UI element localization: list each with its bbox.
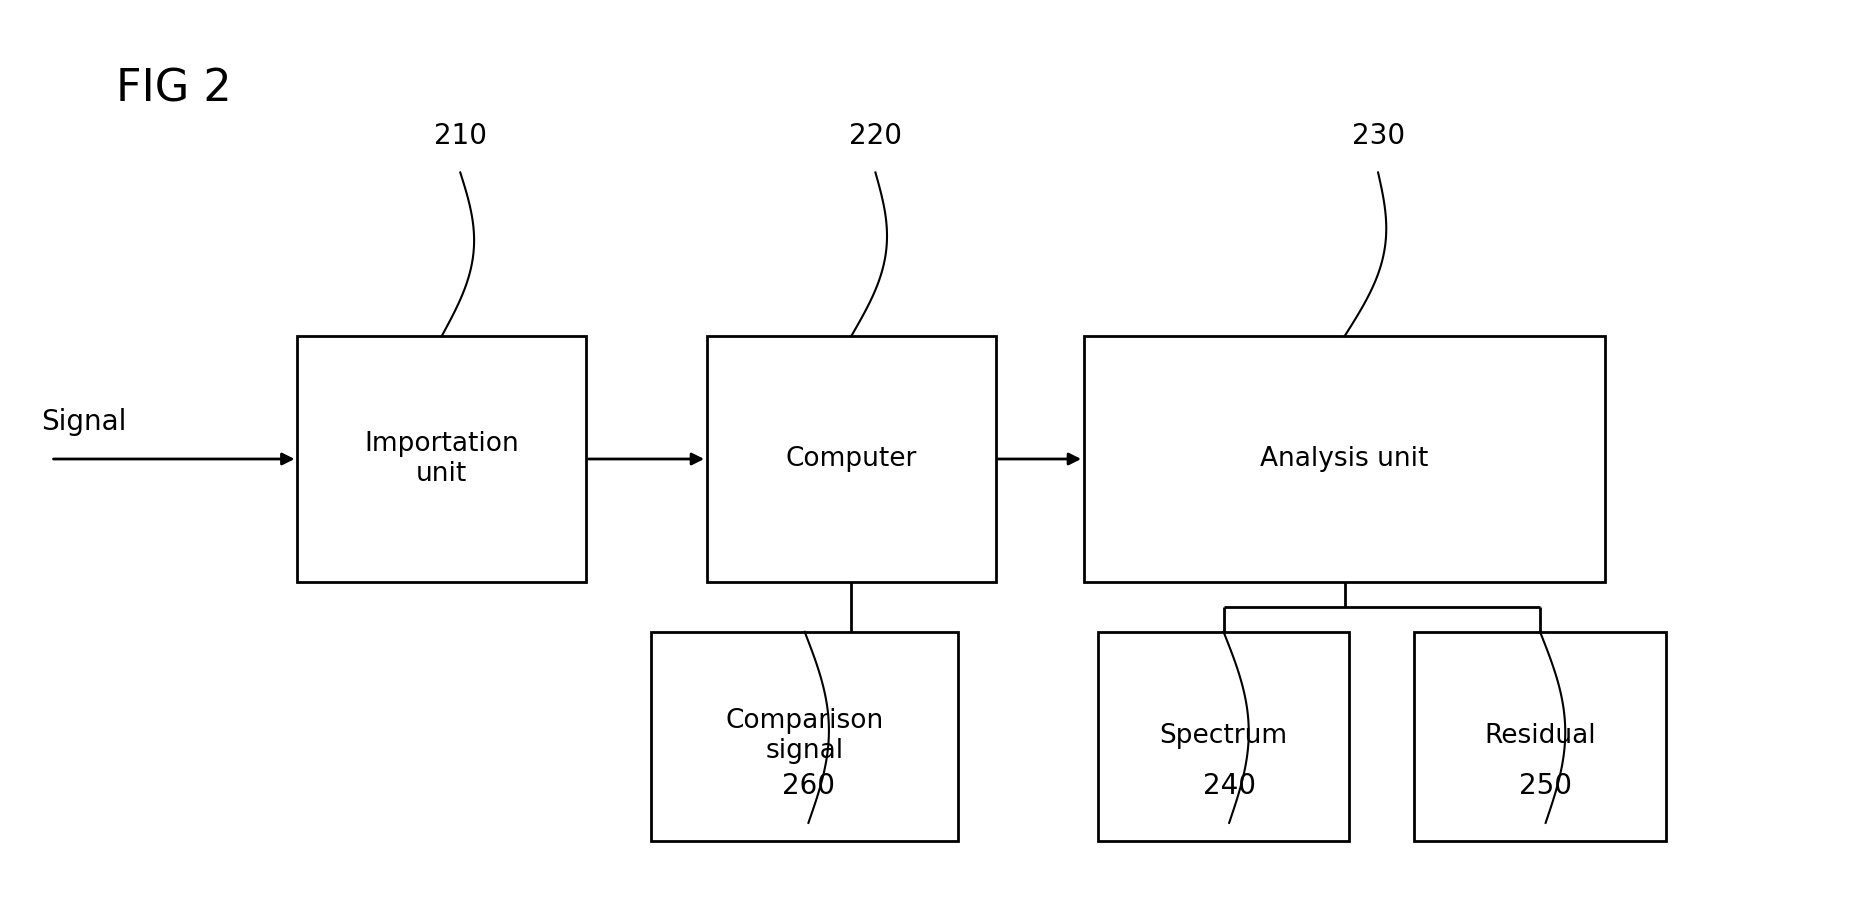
Text: Spectrum: Spectrum xyxy=(1159,723,1288,749)
Bar xyxy=(297,336,585,582)
Text: 240: 240 xyxy=(1202,772,1255,800)
Text: 250: 250 xyxy=(1518,772,1573,800)
Text: Comparison
signal: Comparison signal xyxy=(726,709,885,765)
Text: 230: 230 xyxy=(1352,122,1404,150)
Text: Importation
unit: Importation unit xyxy=(365,431,520,487)
Text: Residual: Residual xyxy=(1485,723,1595,749)
Text: 220: 220 xyxy=(849,122,901,150)
Text: FIG 2: FIG 2 xyxy=(116,68,232,111)
Bar xyxy=(707,336,995,582)
Bar xyxy=(1098,632,1350,841)
Text: 260: 260 xyxy=(782,772,834,800)
Bar xyxy=(1414,632,1666,841)
Bar xyxy=(651,632,957,841)
Text: Analysis unit: Analysis unit xyxy=(1260,446,1429,472)
Text: Signal: Signal xyxy=(41,409,127,436)
Text: Computer: Computer xyxy=(785,446,916,472)
Bar xyxy=(1085,336,1604,582)
Text: 210: 210 xyxy=(434,122,486,150)
